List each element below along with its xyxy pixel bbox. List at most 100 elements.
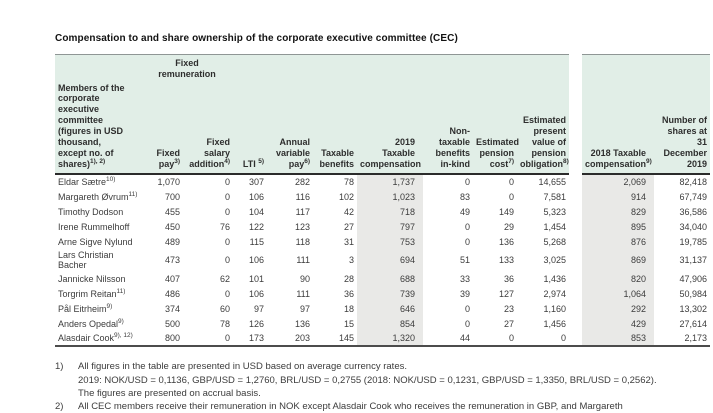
column-header-fixed-pay: Fixed pay3) bbox=[141, 80, 183, 176]
value-cell: 27,614 bbox=[679, 318, 708, 329]
member-name: Anders Opedal9) bbox=[58, 317, 124, 329]
value-cell: 127 bbox=[498, 288, 515, 299]
footnote-text: All figures in the table are presented i… bbox=[78, 361, 657, 399]
value-cell: 42 bbox=[344, 206, 355, 217]
value-cell: 122 bbox=[248, 221, 265, 232]
member-name: Jannicke Nilsson bbox=[58, 273, 126, 284]
column-header-fixed-salary-addition: Fixed salary addition4) bbox=[183, 80, 234, 176]
value-cell: 136 bbox=[498, 236, 515, 247]
column-gap bbox=[569, 204, 583, 220]
footnote-ref: 9), 12) bbox=[114, 332, 133, 340]
value-cell: 36 bbox=[504, 273, 515, 284]
column-header-estimated-present-value-pension-obligation: Estimated present value of pension oblig… bbox=[517, 80, 570, 176]
footnote-ref: 9) bbox=[118, 317, 124, 325]
value-cell: 853 bbox=[582, 331, 655, 348]
header-filler-right bbox=[582, 54, 711, 81]
value-cell: 83 bbox=[460, 191, 471, 202]
table-row: Anders Opedal9) 500 78 126 136 15 854 0 27 1,456 4… bbox=[55, 316, 710, 332]
value-cell: 39 bbox=[460, 288, 471, 299]
footnote-text: All CEC members receive their remunerati… bbox=[78, 400, 623, 412]
value-cell: 829 bbox=[582, 204, 655, 220]
column-header-label: Taxable benefits bbox=[319, 148, 355, 170]
member-name: Margareth Øvrum11) bbox=[58, 190, 138, 202]
value-cell: 76 bbox=[220, 221, 231, 232]
value-cell: 2,069 bbox=[582, 174, 655, 190]
column-header-annual-variable-pay: Annual variable pay6) bbox=[267, 80, 314, 176]
table-row: Alasdair Cook9), 12) 800 0 173 203 145 1,320 44… bbox=[55, 331, 711, 348]
value-cell: 1,070 bbox=[157, 177, 180, 188]
table-row: Margareth Øvrum11) 700 0 106 116 102 1,023 83 0 7… bbox=[55, 189, 710, 205]
value-cell: 27 bbox=[344, 221, 355, 232]
member-name: Eldar Sætre10) bbox=[58, 176, 116, 188]
value-cell: 106 bbox=[248, 255, 265, 266]
value-cell: 62 bbox=[220, 273, 231, 284]
footnote-ref: 9) bbox=[106, 302, 113, 310]
member-name: Alasdair Cook9), 12) bbox=[55, 331, 141, 348]
column-header-taxable-compensation-2018: 2018 Taxable compensation9) bbox=[582, 80, 655, 176]
value-cell: 307 bbox=[248, 177, 265, 188]
footnote-ref: 7) bbox=[508, 158, 515, 166]
value-cell: 149 bbox=[498, 206, 515, 217]
column-header-number-of-shares: Number of shares at 31 December 2019 bbox=[654, 80, 711, 176]
value-cell: 1,456 bbox=[543, 318, 567, 329]
value-cell: 15 bbox=[344, 318, 355, 329]
column-header-label: Number of shares at 31 December 2019 bbox=[662, 115, 708, 170]
value-cell: 5,268 bbox=[543, 236, 567, 247]
value-cell: 0 bbox=[509, 177, 515, 188]
value-cell: 102 bbox=[338, 191, 355, 202]
value-cell: 1,023 bbox=[357, 189, 424, 205]
value-cell: 374 bbox=[164, 303, 180, 314]
value-cell: 13,302 bbox=[679, 303, 708, 314]
column-gap bbox=[569, 174, 583, 190]
value-cell: 854 bbox=[357, 316, 424, 332]
column-gap bbox=[569, 219, 583, 235]
column-header-taxable-compensation-2019: 2019 Taxable compensation bbox=[357, 80, 424, 176]
value-cell: 106 bbox=[248, 191, 265, 202]
value-cell: 118 bbox=[295, 236, 311, 247]
value-cell: 29 bbox=[504, 221, 515, 232]
column-header-label: 2019 Taxable compensation bbox=[360, 137, 422, 170]
group-header-label: Fixed remuneration bbox=[158, 58, 216, 80]
column-gap bbox=[569, 316, 583, 332]
value-cell: 31,137 bbox=[679, 255, 708, 266]
value-cell: 126 bbox=[248, 318, 265, 329]
value-cell: 1,160 bbox=[543, 303, 567, 314]
column-header-lti: LTI 5) bbox=[233, 80, 268, 176]
table-row: Pål Eitrheim9) 374 60 97 97 18 646 0 23 1,160 292 1… bbox=[55, 301, 710, 317]
value-cell: 500 bbox=[164, 318, 180, 329]
column-gap bbox=[569, 271, 583, 287]
column-header-label: LTI 5) bbox=[242, 158, 265, 170]
footnote-1: 1) All figures in the table are presente… bbox=[55, 360, 710, 399]
member-name: Pål Eitrheim9) bbox=[58, 302, 113, 314]
column-header-label: Estimated pension cost7) bbox=[476, 137, 520, 170]
value-cell: 429 bbox=[582, 316, 655, 332]
value-cell: 800 bbox=[141, 331, 183, 348]
value-cell: 123 bbox=[294, 221, 311, 232]
column-header-label: Non- taxable benefits in-kind bbox=[435, 126, 471, 170]
column-header-taxable-benefits: Taxable benefits bbox=[313, 80, 358, 176]
column-gap bbox=[569, 54, 583, 81]
value-cell: 1,064 bbox=[582, 286, 655, 302]
value-cell: 2,974 bbox=[543, 288, 567, 299]
footnote-ref: 10) bbox=[106, 176, 116, 184]
value-cell: 0 bbox=[465, 318, 471, 329]
value-cell: 2,173 bbox=[654, 331, 711, 348]
column-header-label: Fixed salary addition4) bbox=[189, 137, 231, 170]
table-row: Timothy Dodson 455 0 104 117 42 718 49 149 5,323 8… bbox=[55, 204, 710, 220]
column-header-label: Estimated present value of pension oblig… bbox=[520, 115, 569, 170]
value-cell: 36 bbox=[344, 288, 355, 299]
column-gap bbox=[569, 286, 583, 302]
value-cell: 111 bbox=[296, 288, 311, 299]
value-cell: 33 bbox=[460, 273, 471, 284]
value-cell: 104 bbox=[248, 206, 265, 217]
value-cell: 18 bbox=[344, 303, 355, 314]
value-cell: 1,436 bbox=[543, 273, 567, 284]
column-gap bbox=[569, 249, 583, 272]
header-filler bbox=[233, 54, 570, 81]
value-cell: 28 bbox=[344, 273, 355, 284]
value-cell: 51 bbox=[460, 255, 471, 266]
value-cell: 0 bbox=[465, 236, 471, 247]
value-cell: 1,454 bbox=[543, 221, 567, 232]
value-cell: 47,906 bbox=[679, 273, 708, 284]
value-cell: 820 bbox=[582, 271, 655, 287]
